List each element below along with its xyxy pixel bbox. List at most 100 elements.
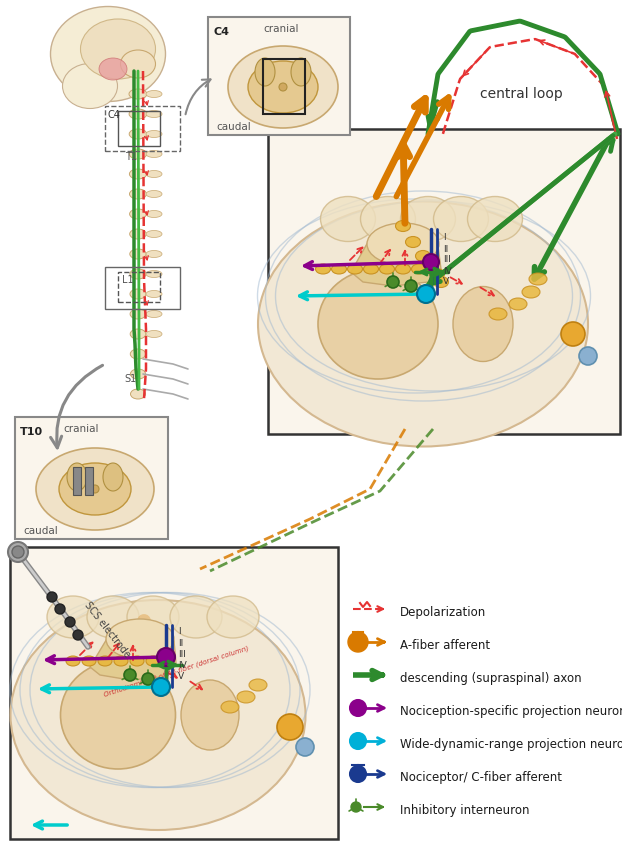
- Ellipse shape: [103, 463, 123, 491]
- Ellipse shape: [106, 619, 174, 659]
- Ellipse shape: [130, 230, 146, 240]
- Ellipse shape: [468, 197, 522, 242]
- Ellipse shape: [146, 231, 162, 238]
- Ellipse shape: [130, 657, 144, 666]
- Text: caudal: caudal: [23, 525, 58, 535]
- Text: Wide-dynamic-range projection neuron: Wide-dynamic-range projection neuron: [400, 738, 622, 750]
- Text: S1: S1: [124, 374, 136, 383]
- Ellipse shape: [67, 463, 87, 491]
- Text: cranial: cranial: [263, 24, 299, 34]
- Ellipse shape: [509, 299, 527, 311]
- Ellipse shape: [379, 265, 394, 274]
- Circle shape: [296, 738, 314, 756]
- Ellipse shape: [11, 600, 305, 830]
- Ellipse shape: [60, 661, 175, 769]
- Polygon shape: [351, 227, 441, 287]
- Bar: [263, 60, 305, 115]
- Ellipse shape: [130, 310, 146, 320]
- Circle shape: [348, 632, 368, 652]
- Ellipse shape: [332, 265, 346, 274]
- Text: I: I: [178, 627, 180, 636]
- Ellipse shape: [146, 132, 162, 138]
- Text: I: I: [443, 232, 445, 241]
- Circle shape: [279, 84, 287, 92]
- Ellipse shape: [228, 47, 338, 129]
- Ellipse shape: [146, 192, 162, 198]
- Ellipse shape: [367, 224, 439, 266]
- Ellipse shape: [146, 171, 162, 178]
- Ellipse shape: [82, 657, 96, 666]
- Text: V: V: [178, 672, 184, 681]
- Ellipse shape: [221, 701, 239, 713]
- Text: A-fiber afferent: A-fiber afferent: [400, 639, 490, 652]
- Ellipse shape: [315, 265, 330, 274]
- Ellipse shape: [114, 657, 128, 666]
- Text: II: II: [443, 244, 448, 253]
- Bar: [208, 18, 350, 136]
- Ellipse shape: [258, 203, 588, 447]
- Ellipse shape: [129, 210, 146, 219]
- Ellipse shape: [146, 252, 162, 258]
- Ellipse shape: [47, 597, 99, 638]
- Circle shape: [561, 322, 585, 347]
- Circle shape: [142, 674, 154, 685]
- Bar: [10, 548, 338, 839]
- Ellipse shape: [130, 349, 146, 360]
- Ellipse shape: [363, 265, 379, 274]
- Ellipse shape: [320, 197, 376, 242]
- Text: Depolarization: Depolarization: [400, 606, 486, 619]
- Circle shape: [579, 348, 597, 365]
- Ellipse shape: [66, 657, 80, 666]
- Ellipse shape: [146, 311, 162, 318]
- Ellipse shape: [50, 8, 165, 102]
- Bar: [105, 268, 180, 310]
- Circle shape: [124, 669, 136, 681]
- Ellipse shape: [489, 309, 507, 321]
- Ellipse shape: [318, 270, 438, 380]
- Circle shape: [350, 701, 366, 717]
- Ellipse shape: [529, 273, 547, 285]
- Ellipse shape: [87, 597, 139, 638]
- Circle shape: [157, 648, 175, 666]
- Circle shape: [405, 281, 417, 293]
- Circle shape: [350, 733, 366, 749]
- Text: T10: T10: [20, 426, 43, 436]
- Ellipse shape: [121, 51, 156, 78]
- Ellipse shape: [129, 90, 147, 100]
- Bar: [118, 273, 160, 303]
- Text: Nociceptor/ C-fiber afferent: Nociceptor/ C-fiber afferent: [400, 771, 562, 783]
- Ellipse shape: [237, 691, 255, 703]
- Ellipse shape: [291, 59, 311, 87]
- Ellipse shape: [129, 130, 147, 140]
- Bar: [85, 468, 93, 495]
- Text: cranial: cranial: [63, 424, 98, 434]
- Ellipse shape: [130, 270, 146, 279]
- Ellipse shape: [434, 277, 448, 288]
- Ellipse shape: [415, 252, 430, 262]
- Ellipse shape: [249, 679, 267, 691]
- Text: L1: L1: [122, 274, 134, 284]
- Text: Orthodromic AP of Aβ-fiber (dorsal column): Orthodromic AP of Aβ-fiber (dorsal colum…: [103, 643, 249, 696]
- Ellipse shape: [406, 237, 420, 248]
- Circle shape: [73, 630, 83, 641]
- Ellipse shape: [248, 62, 318, 114]
- Text: IV: IV: [443, 266, 452, 275]
- Circle shape: [417, 285, 435, 304]
- Ellipse shape: [207, 597, 259, 638]
- Ellipse shape: [434, 197, 488, 242]
- Text: II: II: [178, 639, 183, 647]
- Ellipse shape: [396, 221, 411, 232]
- Polygon shape: [90, 621, 176, 680]
- Text: III: III: [443, 255, 451, 264]
- Text: Inhibitory interneuron: Inhibitory interneuron: [400, 803, 529, 816]
- Ellipse shape: [129, 170, 147, 180]
- Ellipse shape: [59, 463, 131, 516]
- Bar: [15, 418, 168, 539]
- Ellipse shape: [146, 111, 162, 118]
- Ellipse shape: [401, 197, 455, 242]
- Ellipse shape: [181, 680, 239, 750]
- Bar: [268, 130, 620, 435]
- Circle shape: [12, 546, 24, 559]
- Bar: [105, 107, 180, 152]
- Ellipse shape: [146, 331, 162, 338]
